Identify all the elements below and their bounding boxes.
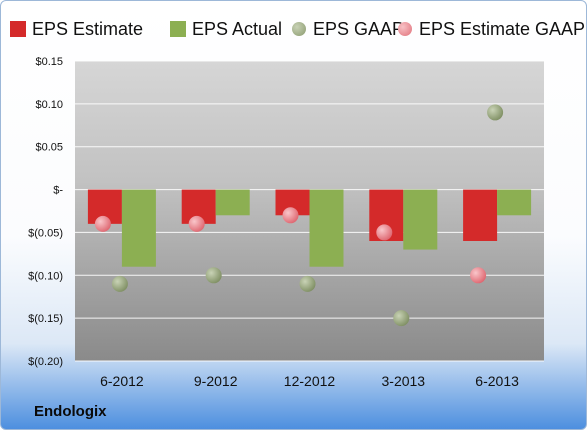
legend-item-eps-actual: EPS Actual <box>170 17 282 41</box>
dot-eps-estimate-gaap <box>470 267 487 284</box>
bar-eps-actual <box>215 189 250 216</box>
dots <box>94 104 504 327</box>
y-tick-label: $(0.20) <box>28 356 63 368</box>
dot-eps-gaap <box>111 275 128 292</box>
y-tick-label: $(0.10) <box>28 270 63 282</box>
y-tick-label: $0.10 <box>35 99 63 111</box>
y-tick-labels: $0.15 $0.10 $0.05 $- $(0.05) $(0.10) $(0.15) $(… <box>28 56 63 368</box>
legend-swatch-eps-gaap <box>292 22 306 36</box>
x-tick-label: 12-2012 <box>284 373 336 389</box>
bar-eps-actual <box>403 189 438 250</box>
dot-eps-gaap <box>393 310 410 327</box>
legend-label-eps-estimate: EPS Estimate <box>32 18 144 39</box>
bar-eps-estimate <box>463 189 498 241</box>
y-tick-label: $(0.15) <box>28 313 63 325</box>
dot-eps-estimate-gaap <box>376 224 393 241</box>
bar-eps-actual <box>497 189 532 216</box>
legend-swatch-eps-estimate-gaap <box>398 22 412 36</box>
bar-eps-actual <box>309 189 344 267</box>
x-tick-labels: 6-2012 9-2012 12-2012 3-2013 6-2013 <box>100 373 519 389</box>
x-tick-label: 6-2012 <box>100 373 144 389</box>
legend: EPS Estimate EPS Actual EPS GAAP EPS Est… <box>1 13 586 47</box>
x-tick-label: 3-2013 <box>382 373 426 389</box>
legend-item-eps-estimate-gaap: EPS Estimate GAAP <box>398 17 585 41</box>
legend-label-eps-gaap: EPS GAAP <box>313 18 405 39</box>
dot-eps-gaap <box>487 104 504 121</box>
legend-item-eps-gaap: EPS GAAP <box>292 17 404 41</box>
legend-item-eps-estimate: EPS Estimate <box>10 17 143 41</box>
legend-label-eps-estimate-gaap: EPS Estimate GAAP <box>419 18 586 39</box>
dot-eps-estimate-gaap <box>282 207 299 224</box>
dot-eps-gaap <box>205 267 222 284</box>
dot-eps-estimate-gaap <box>188 215 205 232</box>
legend-label-eps-actual: EPS Actual <box>192 18 283 39</box>
x-tick-label: 9-2012 <box>194 373 238 389</box>
legend-swatch-eps-actual <box>170 21 186 37</box>
company-name: Endologix <box>34 403 107 420</box>
x-tick-label: 6-2013 <box>475 373 519 389</box>
bar-eps-actual <box>121 189 156 267</box>
y-tick-label: $0.05 <box>35 142 63 154</box>
bars <box>87 189 532 267</box>
legend-swatch-eps-estimate <box>10 21 26 37</box>
y-tick-label: $(0.05) <box>28 227 63 239</box>
y-tick-label: $0.15 <box>35 56 63 68</box>
y-tick-label: $- <box>53 185 63 197</box>
dot-eps-gaap <box>299 275 316 292</box>
dot-eps-estimate-gaap <box>94 215 111 232</box>
